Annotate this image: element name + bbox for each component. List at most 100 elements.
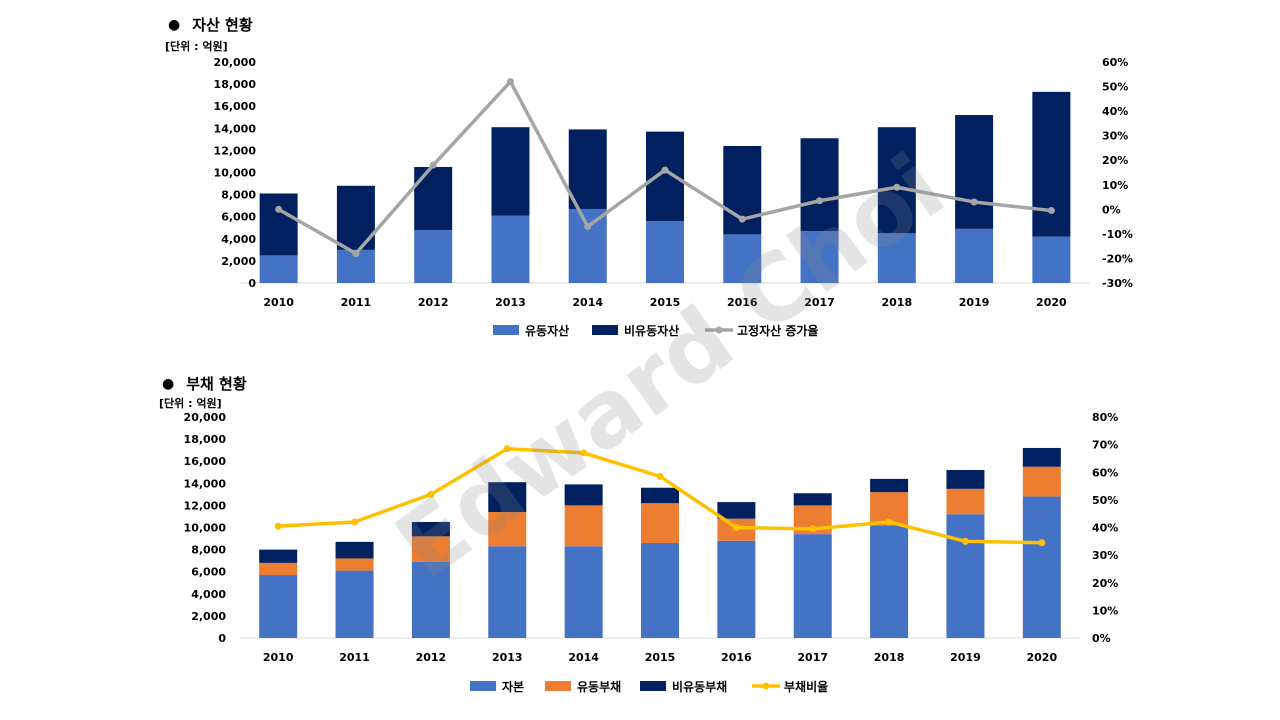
y-left-tick-label: 4,000 [191,588,226,601]
bar-유동자산 [491,215,530,283]
line-point-고정자산 증가율 [584,223,592,231]
bar-자본 [411,561,450,638]
y-right-tick-label: 60% [1092,466,1118,479]
legend-swatch-비유동부채 [640,681,666,691]
bar-비유동부채 [1022,447,1061,467]
bar-유동자산 [877,233,916,283]
y-right-tick-label: 10% [1092,604,1118,617]
y-right-tick-label: 0% [1102,203,1121,216]
line-point-고정자산 증가율 [738,215,746,223]
y-left-tick-label: 16,000 [214,100,257,113]
bar-자본 [870,525,909,638]
bar-비유동부채 [641,487,679,504]
y-right-tick-label: 20% [1092,577,1118,590]
y-right-tick-label: 20% [1102,154,1128,167]
x-tick-label: 2015 [650,296,681,309]
y-right-tick-label: -30% [1102,277,1133,290]
bar-자본 [564,546,603,638]
bar-유동자산 [259,255,298,283]
bar-유동부채 [641,503,679,543]
y-left-tick-label: 14,000 [184,477,227,490]
y-left-tick-label: 2,000 [221,255,256,268]
bar-유동자산 [800,231,839,283]
bar-비유동부채 [335,541,374,559]
bar-유동부채 [411,536,450,562]
debt-chart-unit: [단위 : 억원] [159,397,222,410]
y-right-tick-label: 0% [1092,632,1111,645]
bar-비유동자산 [491,127,530,216]
line-point-부채비율 [427,490,435,498]
y-left-tick-label: 2,000 [191,610,226,623]
x-tick-label: 2017 [797,651,828,664]
x-tick-label: 2018 [882,296,913,309]
legend-swatch-자본 [470,681,496,691]
y-right-tick-label: 50% [1102,81,1128,94]
y-right-tick-label: 80% [1092,411,1118,424]
bar-비유동자산 [955,115,994,229]
bar-비유동자산 [1032,91,1071,237]
bar-비유동부채 [411,521,450,537]
x-tick-label: 2017 [804,296,835,309]
line-point-부채비율 [961,537,969,545]
x-tick-label: 2016 [721,651,752,664]
legend-swatch-비유동자산 [592,325,618,335]
x-tick-label: 2019 [950,651,981,664]
bar-자본 [259,575,298,638]
line-point-부채비율 [580,449,588,457]
bar-유동자산 [1032,236,1071,283]
bar-비유동자산 [259,193,298,256]
x-tick-label: 2011 [341,296,372,309]
bar-유동부채 [946,488,985,515]
bar-비유동자산 [877,127,916,234]
x-tick-label: 2020 [1027,651,1058,664]
x-tick-label: 2014 [568,651,599,664]
legend-marker-고정자산 증가율 [715,326,723,334]
line-point-고정자산 증가율 [352,250,360,258]
y-right-tick-label: 70% [1092,439,1118,452]
debt-chart-title-text: 부채 현황 [186,375,247,393]
line-point-부채비율 [1038,539,1046,547]
line-point-고정자산 증가율 [893,183,901,191]
bar-비유동자산 [568,129,607,209]
legend-label: 자본 [502,679,524,694]
bar-유동자산 [646,221,684,283]
x-tick-label: 2014 [572,296,603,309]
bar-비유동자산 [646,131,684,222]
asset-chart-title: ● 자산 현황 [168,14,253,35]
x-tick-label: 2012 [416,651,447,664]
x-tick-label: 2019 [959,296,990,309]
bar-비유동부채 [870,478,909,493]
legend-label: 비유동부채 [672,679,727,694]
y-left-tick-label: 12,000 [184,499,227,512]
asset-chart-title-text: 자산 현황 [192,16,253,34]
y-right-tick-label: 40% [1092,522,1118,535]
debt-chart-title: ● 부채 현황 [162,373,247,394]
bar-비유동부채 [717,502,756,519]
legend-label: 유동부채 [577,679,621,694]
y-left-tick-label: 0 [248,277,256,290]
bar-유동자산 [414,229,453,283]
bar-유동부채 [335,558,374,571]
y-right-tick-label: -10% [1102,228,1133,241]
y-left-tick-label: 4,000 [221,233,256,246]
bar-자본 [1022,496,1061,638]
y-left-tick-label: 18,000 [184,433,227,446]
y-left-tick-label: 6,000 [221,211,256,224]
y-left-tick-label: 16,000 [184,455,227,468]
y-left-tick-label: 10,000 [214,167,257,180]
bar-비유동자산 [414,166,453,230]
x-tick-label: 2010 [263,651,294,664]
bar-비유동부채 [488,482,527,513]
line-point-고정자산 증가율 [661,166,669,174]
y-left-tick-label: 20,000 [184,411,227,424]
bar-자본 [641,542,679,638]
bar-자본 [488,546,527,638]
x-tick-label: 2016 [727,296,758,309]
bar-비유동자산 [800,138,839,232]
bar-유동부채 [488,512,527,547]
x-tick-label: 2013 [492,651,523,664]
legend-swatch-유동부채 [545,681,571,691]
bar-유동부채 [1022,466,1061,497]
x-tick-label: 2010 [263,296,294,309]
